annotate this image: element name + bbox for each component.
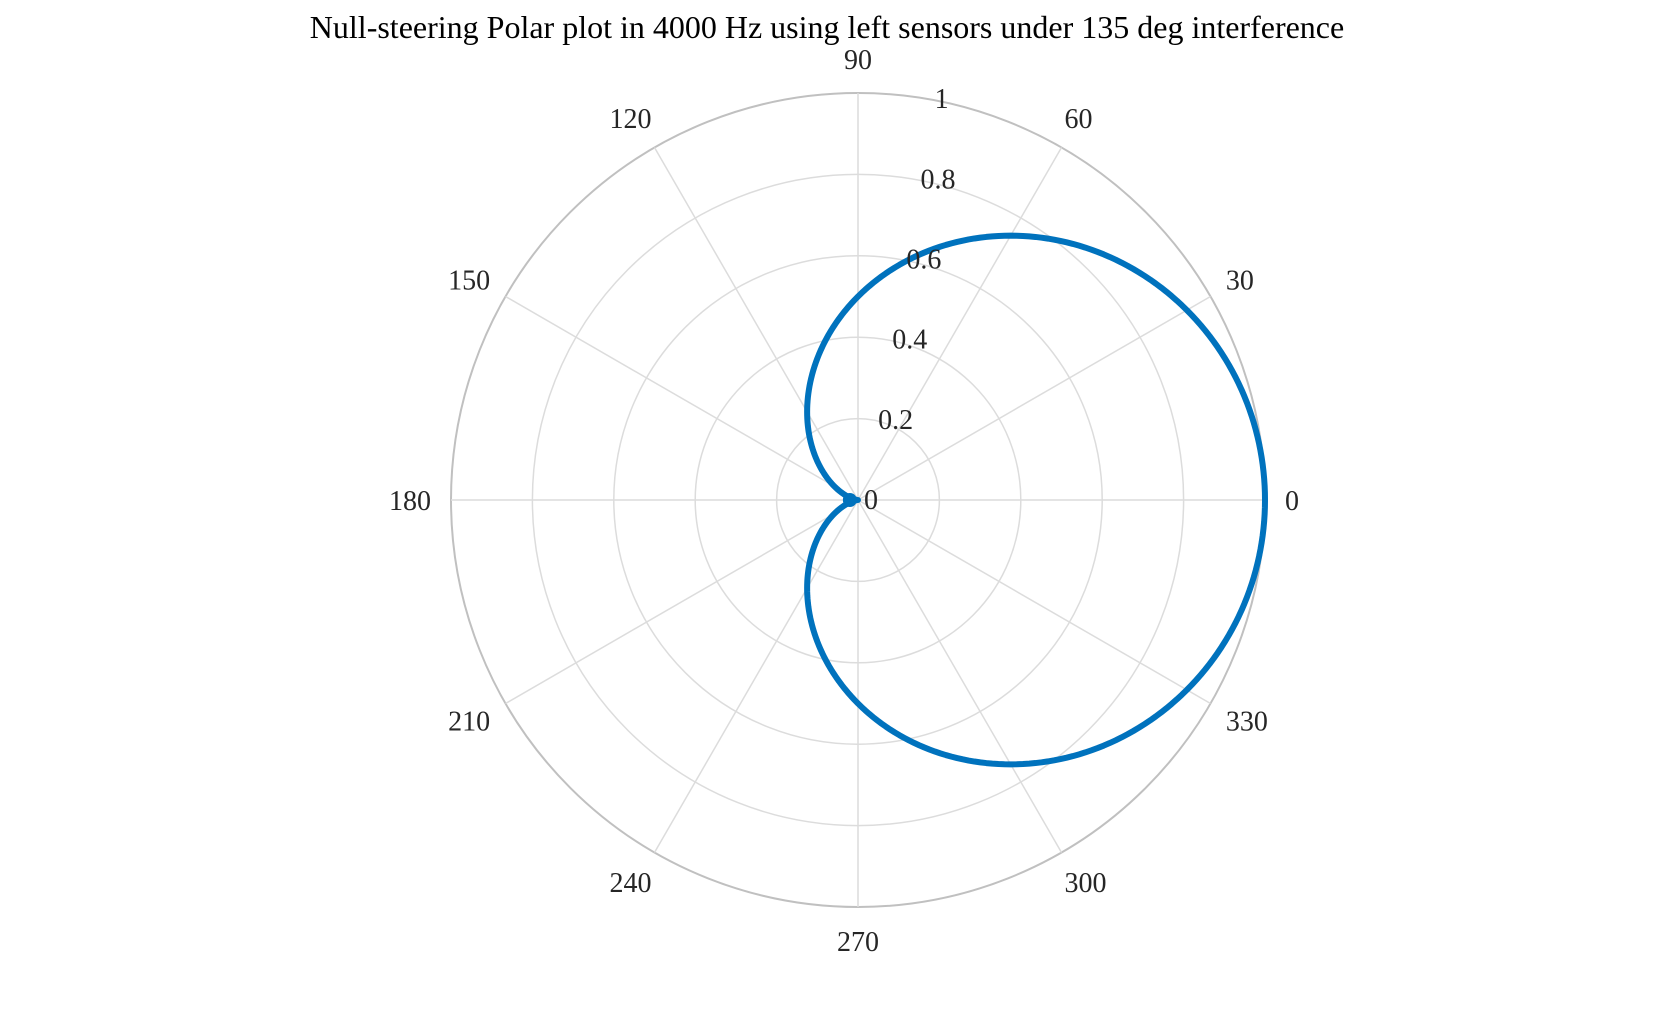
series-line-0 [804,232,1268,768]
chart-title: Null-steering Polar plot in 4000 Hz usin… [310,9,1344,45]
angular-grid-line [653,499,859,853]
radial-tick-label: 1 [935,84,949,115]
angular-tick-label: 210 [448,707,490,738]
angular-tick-label: 90 [844,45,872,76]
angular-tick-label: 330 [1226,707,1268,738]
angular-grid-line [857,499,1063,853]
angular-tick-label: 30 [1226,266,1254,297]
polar-labels: 0 0.2 0.4 0.6 0.8 1 0 30 60 90 120 150 180 210 240 270 3… [389,45,1299,958]
angular-tick-label: 240 [610,868,652,899]
radial-tick-label: 0.4 [892,325,927,356]
angular-grid-line [857,147,1063,501]
series-marker-0 [842,493,857,507]
angular-tick-label: 300 [1065,868,1107,899]
angular-grid-line [505,499,859,705]
angular-grid-line [653,147,859,501]
angular-grid-line [857,295,1211,501]
angular-tick-label: 0 [1285,486,1299,517]
angular-tick-label: 270 [837,927,879,958]
polar-series [804,232,1268,768]
angular-grid-line [505,295,859,501]
angular-grid-line [857,499,1211,705]
radial-tick-label: 0 [864,485,878,516]
angular-tick-label: 60 [1065,104,1093,135]
radial-tick-label: 0.2 [878,405,913,436]
radial-tick-label: 0.6 [906,245,941,276]
angular-tick-label: 120 [610,104,652,135]
angular-tick-label: 150 [448,266,490,297]
angular-tick-label: 180 [389,486,431,517]
radial-tick-label: 0.8 [921,164,956,195]
